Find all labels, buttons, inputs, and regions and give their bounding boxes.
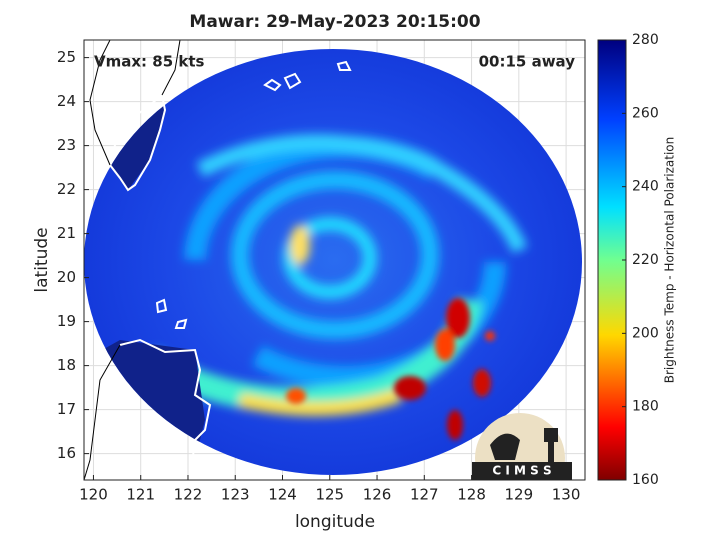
axes: 120 121 122 123 124 125 126 127 128 129 130 16 17 18 1… [57,32,659,504]
colorbar [597,39,627,481]
x-tick-label: 120 [79,486,108,504]
annotation-right: 00:15 away [479,53,576,71]
y-tick-label: 17 [57,400,76,418]
y-tick-label: 20 [57,268,76,286]
x-tick-label: 124 [268,486,297,504]
coastline-outside [84,40,181,480]
annotation-left: Vmax: 85 kts [94,53,204,71]
x-tick-label: 122 [174,486,203,504]
y-tick-label: 22 [57,180,76,198]
y-tick-label: 16 [57,444,76,462]
colorbar-tick-label: 200 [632,325,659,341]
coastline [108,60,352,480]
y-tick-label: 18 [57,356,76,374]
y-tick-label: 25 [57,48,76,66]
x-tick-label: 127 [410,486,439,504]
y-tick-label: 24 [57,92,76,110]
colorbar-tick-label: 180 [632,399,659,415]
colorbar-label: Brightness Temp - Horizontal Polarizatio… [663,137,677,384]
colorbar-tick-label: 220 [632,252,659,268]
y-tick-label: 19 [57,312,76,330]
brightness-field [84,49,582,475]
y-tick-label: 21 [57,224,76,242]
x-tick-label: 125 [315,486,344,504]
plot-area: C I M S S [84,40,585,480]
colorbar-tick-label: 280 [632,32,659,48]
colorbar-tick-label: 160 [632,472,659,488]
x-tick-label: 130 [552,486,581,504]
x-tick-label: 129 [505,486,534,504]
colorbar-tick-label: 240 [632,179,659,195]
logo-text: C I M S S [492,464,551,478]
cimss-logo: C I M S S [472,413,572,480]
y-tick-label: 23 [57,136,76,154]
x-tick-label: 123 [221,486,250,504]
plot-frame [83,39,586,481]
y-axis-label: latitude [32,227,52,292]
x-axis-label: longitude [295,512,375,532]
x-tick-label: 126 [363,486,392,504]
x-tick-label: 128 [457,486,486,504]
title: Mawar: 29-May-2023 20:15:00 [189,12,480,32]
x-tick-label: 121 [126,486,155,504]
colorbar-tick-label: 260 [632,105,659,121]
